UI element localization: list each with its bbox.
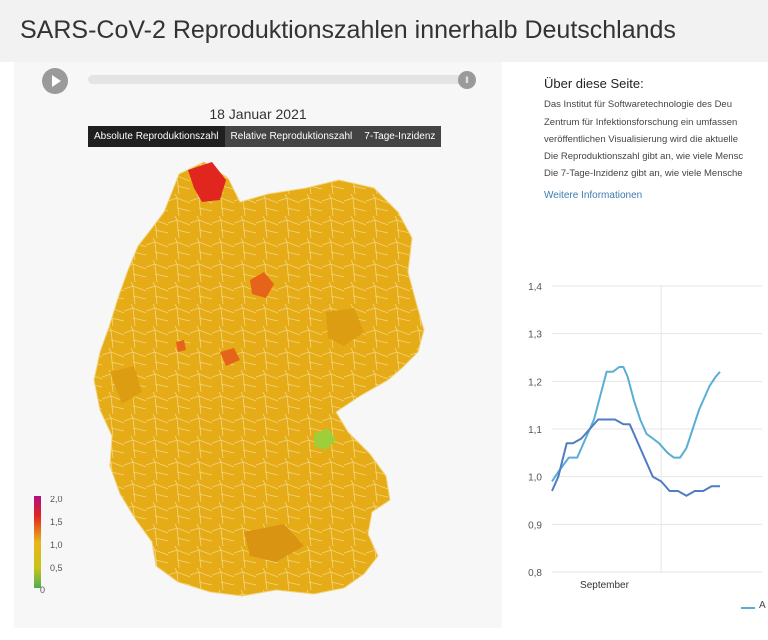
chart-legend-label[interactable]: A [759, 600, 766, 611]
about-text-line: Die 7-Tage-Inzidenz gibt an, wie viele M… [544, 168, 743, 179]
tab-relative[interactable]: Relative Reproduktionszahl [230, 131, 353, 142]
y-tick-label: 1,2 [528, 377, 542, 388]
x-tick-label: September [580, 580, 630, 591]
legend-tick: 1,0 [50, 540, 63, 550]
about-text-line: veröffentlichen Visualisierung wird die … [544, 134, 738, 145]
about-text-line: Die Reproduktionszahl gibt an, wie viele… [544, 151, 744, 162]
region-hotspot-1[interactable] [250, 272, 274, 298]
y-tick-label: 0,8 [528, 568, 542, 579]
legend-tick: 0,5 [50, 563, 63, 573]
germany-shape [93, 161, 425, 597]
y-tick-label: 1,0 [528, 473, 542, 484]
region-hotspot-3[interactable] [176, 340, 186, 352]
timeline-slider[interactable] [88, 75, 470, 84]
page-title: SARS-CoV-2 Reproduktionszahlen innerhalb… [20, 16, 676, 44]
legend-tick: 1,5 [50, 517, 63, 527]
more-info-link[interactable]: Weitere Informationen [544, 190, 643, 201]
legend-tick: 0 [40, 585, 45, 595]
page-header: SARS-CoV-2 Reproduktionszahlen innerhalb… [0, 0, 768, 62]
tab-absolute[interactable]: Absolute Reproduktionszahl [88, 126, 225, 147]
series-line-1 [551, 418, 720, 497]
info-panel: Über diese Seite: Das Institut für Softw… [516, 62, 768, 640]
map-mode-tabs: Absolute Reproduktionszahl Relative Repr… [88, 126, 442, 147]
y-tick-label: 1,4 [528, 282, 542, 293]
y-tick-label: 1,1 [528, 425, 542, 436]
region-darker-south[interactable] [244, 524, 304, 562]
play-button[interactable] [42, 68, 68, 94]
y-tick-label: 0,9 [528, 520, 542, 531]
r-value-chart: 1,4 1,3 1,2 1,1 1,0 0,9 0,8 September [528, 282, 762, 591]
about-text-line: Das Institut für Softwaretechnologie des… [544, 99, 732, 110]
about-title: Über diese Seite: [544, 76, 644, 91]
region-hotspot-2[interactable] [220, 348, 240, 366]
y-tick-label: 1,3 [528, 330, 542, 341]
map-date: 18 Januar 2021 [209, 106, 307, 122]
tab-incidence[interactable]: 7-Tage-Inzidenz [364, 131, 436, 142]
legend-gradient [34, 496, 41, 588]
color-legend: 2,0 1,5 1,0 0,5 0 [34, 496, 63, 595]
timeline-handle[interactable]: ‖ [458, 71, 476, 89]
map-panel: ‖ 18 Januar 2021 Absolute Reproduktionsz… [14, 62, 502, 628]
region-darker-east[interactable] [326, 308, 364, 346]
legend-line-icon [741, 607, 755, 609]
region-low[interactable] [314, 428, 336, 450]
region-north-high[interactable] [188, 162, 226, 202]
legend-tick: 2,0 [50, 496, 63, 504]
germany-map[interactable] [14, 62, 502, 628]
about-text-line: Zentrum für Infektionsforschung ein umfa… [544, 117, 738, 128]
region-darker-west[interactable] [110, 366, 142, 404]
series-line-0 [551, 366, 721, 482]
